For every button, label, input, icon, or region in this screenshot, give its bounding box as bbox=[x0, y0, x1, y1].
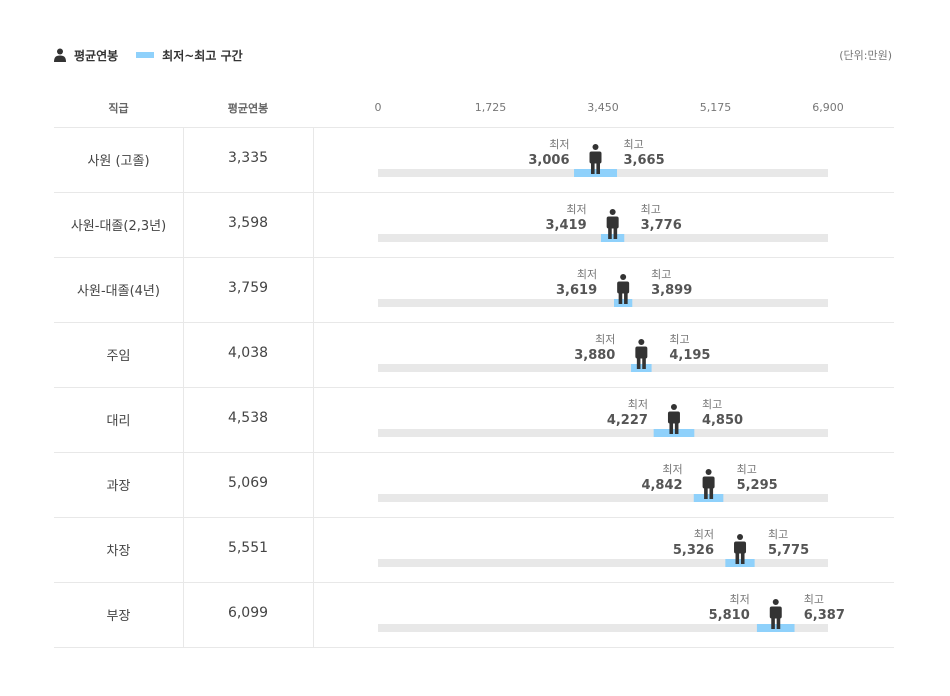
min-value: 3,619 bbox=[556, 283, 597, 298]
person-icon bbox=[54, 48, 66, 62]
x-tick-label: 0 bbox=[374, 101, 382, 114]
person-icon bbox=[606, 209, 619, 239]
person-icon bbox=[617, 274, 630, 304]
max-value: 5,775 bbox=[768, 543, 809, 558]
min-value: 3,880 bbox=[574, 348, 615, 363]
max-caption: 최고 bbox=[737, 463, 757, 476]
row-average: 5,069 bbox=[227, 475, 269, 491]
min-caption: 최저 bbox=[566, 203, 586, 216]
track-bar bbox=[378, 494, 828, 502]
range-bar bbox=[614, 299, 633, 307]
person-icon bbox=[667, 404, 680, 434]
row-divider bbox=[54, 322, 894, 323]
track-bar bbox=[378, 364, 828, 372]
max-value: 4,195 bbox=[669, 348, 710, 363]
header-average: 평균연봉 bbox=[227, 102, 269, 115]
row-divider bbox=[54, 582, 894, 583]
min-value: 5,810 bbox=[709, 608, 750, 623]
row-average: 3,335 bbox=[227, 150, 269, 166]
row-average: 4,038 bbox=[227, 345, 269, 361]
min-value: 3,419 bbox=[546, 218, 587, 233]
range-bar bbox=[600, 234, 625, 242]
person-icon bbox=[734, 534, 747, 564]
track-bar bbox=[378, 624, 828, 632]
min-value: 3,006 bbox=[528, 153, 569, 168]
range-bar bbox=[725, 559, 755, 567]
min-caption: 최저 bbox=[628, 398, 648, 411]
track-bar bbox=[378, 169, 828, 177]
row-divider bbox=[54, 257, 894, 258]
person-icon bbox=[769, 599, 782, 629]
track-bar bbox=[378, 234, 828, 242]
range-bar bbox=[653, 429, 695, 437]
range-bar bbox=[693, 494, 724, 502]
min-caption: 최저 bbox=[662, 463, 682, 476]
track-bar bbox=[378, 299, 828, 307]
min-value: 5,326 bbox=[673, 543, 714, 558]
max-value: 3,776 bbox=[641, 218, 682, 233]
person-icon bbox=[702, 469, 715, 499]
max-caption: 최고 bbox=[804, 593, 824, 606]
legend: 평균연봉 최저~최고 구간 bbox=[54, 46, 243, 64]
row-position: 대리 bbox=[106, 414, 131, 429]
min-caption: 최저 bbox=[595, 333, 615, 346]
header-position: 직급 bbox=[108, 102, 129, 115]
range-bar bbox=[631, 364, 652, 372]
max-value: 3,665 bbox=[624, 153, 665, 168]
x-tick-label: 3,450 bbox=[587, 101, 619, 114]
range-swatch-icon bbox=[136, 52, 155, 58]
track-bar bbox=[378, 429, 828, 437]
min-value: 4,842 bbox=[641, 478, 682, 493]
row-divider bbox=[54, 647, 894, 648]
max-caption: 최고 bbox=[641, 203, 661, 216]
max-value: 5,295 bbox=[737, 478, 778, 493]
row-average: 6,099 bbox=[227, 605, 269, 621]
row-average: 5,551 bbox=[227, 540, 269, 556]
row-average: 3,598 bbox=[227, 215, 269, 231]
x-tick-label: 1,725 bbox=[474, 101, 507, 114]
max-caption: 최고 bbox=[702, 398, 722, 411]
x-tick-label: 6,900 bbox=[812, 101, 844, 114]
min-caption: 최저 bbox=[730, 593, 750, 606]
row-divider bbox=[54, 517, 894, 518]
max-caption: 최고 bbox=[768, 528, 788, 541]
min-caption: 최저 bbox=[549, 138, 569, 151]
range-bar bbox=[574, 169, 618, 177]
row-divider bbox=[54, 127, 894, 128]
min-value: 4,227 bbox=[607, 413, 648, 428]
row-position: 사원-대졸(4년) bbox=[77, 284, 160, 299]
row-position: 사원 (고졸) bbox=[87, 154, 150, 169]
row-average: 3,759 bbox=[227, 280, 269, 296]
max-caption: 최고 bbox=[669, 333, 689, 346]
x-tick-label: 5,175 bbox=[699, 101, 732, 114]
unit-label: (단위:만원) bbox=[839, 49, 892, 62]
row-position: 주임 bbox=[106, 349, 131, 364]
max-caption: 최고 bbox=[651, 268, 671, 281]
legend-average-label: 평균연봉 bbox=[74, 48, 119, 63]
min-caption: 최저 bbox=[694, 528, 714, 541]
row-average: 4,538 bbox=[227, 410, 269, 426]
row-divider bbox=[54, 452, 894, 453]
row-position: 과장 bbox=[106, 479, 131, 494]
row-position: 부장 bbox=[106, 609, 131, 624]
row-divider bbox=[54, 387, 894, 388]
range-bar bbox=[756, 624, 795, 632]
row-position: 사원-대졸(2,3년) bbox=[70, 219, 167, 234]
row-divider bbox=[54, 192, 894, 193]
max-value: 4,850 bbox=[702, 413, 743, 428]
legend-range-label: 최저~최고 구간 bbox=[162, 48, 243, 63]
track-bar bbox=[378, 559, 828, 567]
max-value: 3,899 bbox=[651, 283, 692, 298]
person-icon bbox=[589, 144, 602, 174]
row-position: 차장 bbox=[106, 544, 131, 559]
max-caption: 최고 bbox=[624, 138, 644, 151]
person-icon bbox=[635, 339, 648, 369]
max-value: 6,387 bbox=[804, 608, 845, 623]
min-caption: 최저 bbox=[577, 268, 597, 281]
